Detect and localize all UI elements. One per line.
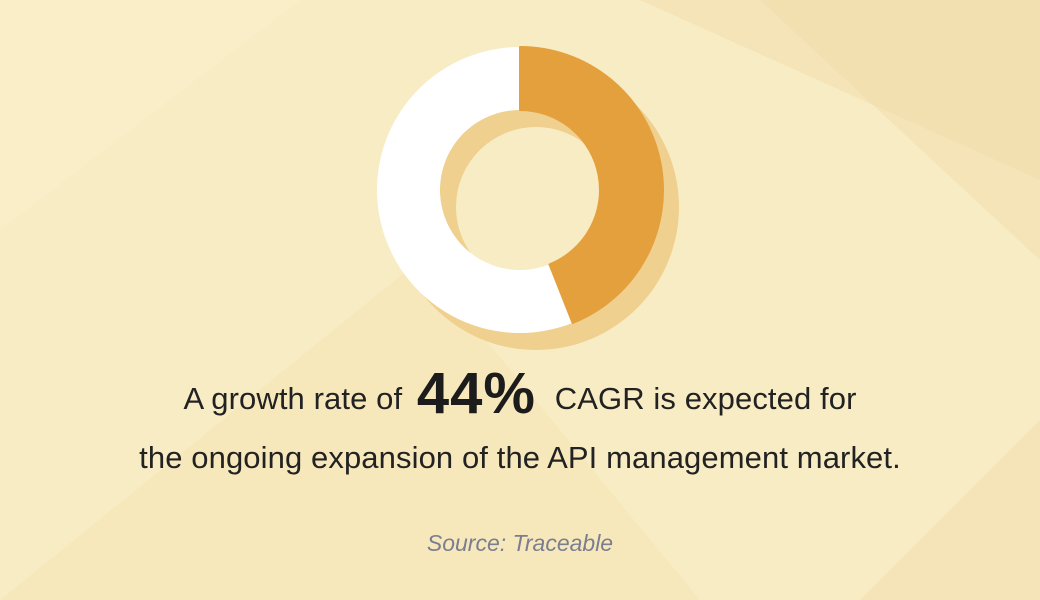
headline-part-2: CAGR is expected for	[554, 381, 857, 416]
growth-rate-value: 44%	[416, 361, 537, 426]
headline-part-1: A growth rate of	[183, 381, 403, 416]
headline-line-1: A growth rate of 44% CAGR is expected fo…	[0, 360, 1040, 427]
donut-slice-highlight	[519, 46, 664, 324]
source-note: Source: Traceable	[426, 530, 614, 556]
donut-slice-remainder	[377, 47, 573, 333]
headline-line-2: the ongoing expansion of the API managem…	[139, 440, 901, 475]
